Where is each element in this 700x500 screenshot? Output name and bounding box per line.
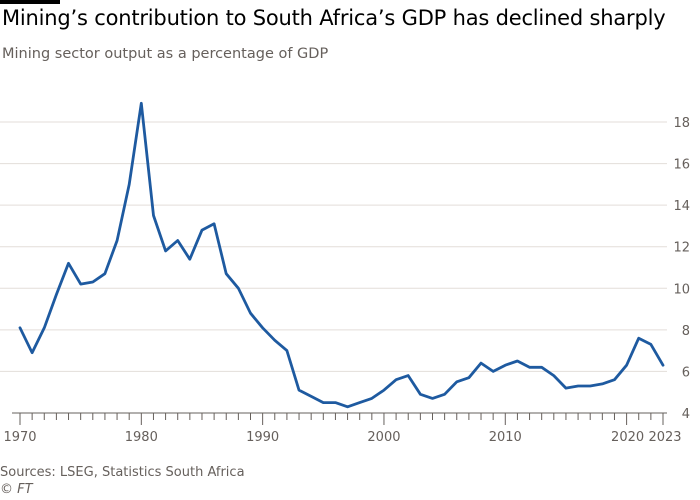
data-point-1983 [177, 239, 179, 241]
x-tick-label-2010: 2010 [489, 430, 522, 445]
data-point-1982 [164, 250, 166, 252]
data-point-2007 [468, 376, 470, 378]
data-point-1999 [371, 397, 373, 399]
data-point-2018 [601, 383, 603, 385]
data-point-1997 [346, 406, 348, 408]
data-point-2002 [407, 374, 409, 376]
data-point-2006 [456, 381, 458, 383]
x-tick-label-2020: 2020 [611, 430, 644, 445]
x-tick-label-1970: 1970 [3, 430, 36, 445]
data-point-2004 [431, 397, 433, 399]
data-point-2016 [577, 385, 579, 387]
x-tick-label-1990: 1990 [246, 430, 279, 445]
y-tick-label-12: 12 [673, 241, 690, 256]
data-point-1989 [249, 312, 251, 314]
data-point-1974 [67, 262, 69, 264]
data-point-1972 [43, 327, 45, 329]
data-point-1971 [31, 352, 33, 354]
data-point-1988 [237, 287, 239, 289]
data-point-1984 [189, 258, 191, 260]
data-point-1990 [261, 327, 263, 329]
data-point-2017 [589, 385, 591, 387]
data-point-1975 [79, 283, 81, 285]
data-point-1998 [358, 401, 360, 403]
y-tick-label-8: 8 [682, 324, 690, 339]
y-tick-label-16: 16 [673, 158, 690, 173]
data-point-1987 [225, 273, 227, 275]
data-point-2012 [528, 366, 530, 368]
data-point-2021 [638, 337, 640, 339]
data-point-1973 [55, 293, 57, 295]
data-point-2010 [504, 364, 506, 366]
data-point-1978 [116, 239, 118, 241]
data-point-2001 [395, 379, 397, 381]
chart-subtitle: Mining sector output as a percentage of … [2, 46, 329, 62]
data-point-1979 [128, 183, 130, 185]
data-point-1985 [201, 229, 203, 231]
y-tick-label-18: 18 [673, 116, 690, 131]
series-line-0 [18, 101, 665, 409]
data-point-1991 [274, 339, 276, 341]
y-tick-label-6: 6 [682, 365, 690, 380]
data-point-1992 [286, 349, 288, 351]
ft-brand-bar [0, 0, 60, 4]
data-point-1986 [213, 223, 215, 225]
line-chart: 4 6 8 10 12 14 16 18 1970 1980 1990 2000 2010 2020 202… [0, 101, 690, 445]
data-point-2014 [553, 374, 555, 376]
data-point-1981 [152, 214, 154, 216]
data-point-2020 [625, 364, 627, 366]
data-point-2011 [516, 360, 518, 362]
data-point-1996 [334, 401, 336, 403]
data-point-2013 [540, 366, 542, 368]
data-point-1977 [104, 273, 106, 275]
data-point-2008 [480, 362, 482, 364]
data-point-2019 [613, 379, 615, 381]
x-tick-label-1980: 1980 [125, 430, 158, 445]
x-tick-label-2023: 2023 [648, 430, 681, 445]
data-point-1976 [92, 281, 94, 283]
y-tick-label-14: 14 [673, 199, 690, 214]
chart-title: Mining’s contribution to South Africa’s … [2, 6, 666, 30]
data-point-2015 [565, 387, 567, 389]
y-tick-label-4: 4 [682, 407, 690, 422]
data-point-1995 [322, 401, 324, 403]
data-point-1970 [19, 327, 21, 329]
data-point-1980 [140, 102, 142, 104]
data-point-2005 [443, 393, 445, 395]
data-point-1993 [298, 389, 300, 391]
x-tick-label-2000: 2000 [367, 430, 400, 445]
data-point-2003 [419, 393, 421, 395]
y-tick-label-10: 10 [673, 282, 690, 297]
data-point-2009 [492, 370, 494, 372]
data-point-2022 [650, 343, 652, 345]
data-point-2000 [383, 389, 385, 391]
data-point-2023 [662, 364, 664, 366]
data-point-1994 [310, 395, 312, 397]
source-note: Sources: LSEG, Statistics South Africa [0, 465, 245, 480]
copyright-credit: © FT [0, 482, 33, 497]
